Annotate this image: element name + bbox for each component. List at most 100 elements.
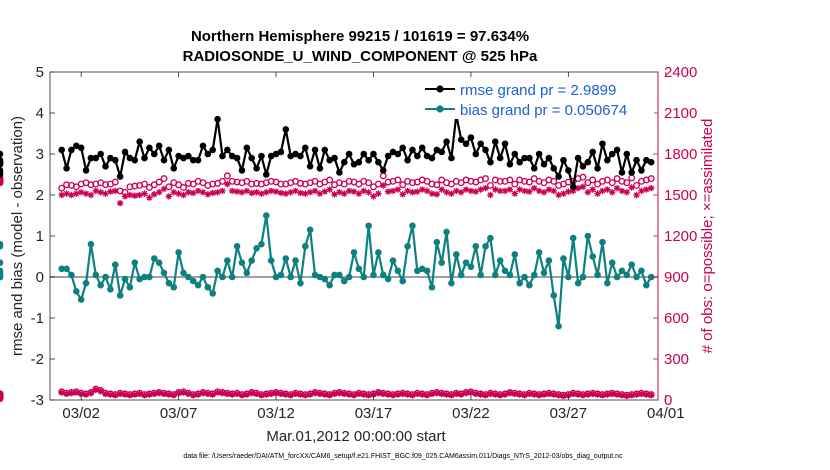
obs-assimilated-asterisk-marker bbox=[116, 200, 124, 207]
obs-lower-assimilated-asterisk-marker bbox=[287, 392, 294, 399]
y-right-tick-label: 2100 bbox=[664, 105, 697, 122]
obs-assimilated-asterisk-marker bbox=[365, 189, 372, 196]
bias-point bbox=[501, 267, 509, 275]
obs-possible-circle-marker bbox=[0, 175, 4, 183]
bias-point bbox=[526, 281, 533, 289]
obs-lower-assimilated-asterisk-marker bbox=[243, 391, 251, 398]
obs-lower-assimilated-asterisk-marker bbox=[306, 391, 314, 398]
obs-possible-circle-marker bbox=[647, 175, 655, 183]
obs-assimilated-asterisk-marker bbox=[487, 191, 494, 199]
obs-possible-circle-marker bbox=[550, 177, 558, 185]
obs-lower-assimilated-asterisk-marker bbox=[141, 392, 148, 399]
legend-rmse-label: rmse grand pr = 2.9899 bbox=[460, 82, 616, 99]
bias-point bbox=[379, 271, 387, 279]
obs-assimilated-asterisk-marker bbox=[589, 186, 596, 193]
bias-point bbox=[599, 238, 606, 246]
obs-lower-possible-circle-marker bbox=[0, 395, 4, 403]
obs-assimilated-asterisk-marker bbox=[92, 187, 99, 195]
bias-point bbox=[472, 242, 480, 250]
obs-assimilated-asterisk-marker bbox=[160, 185, 168, 193]
bias-point bbox=[491, 271, 499, 279]
bias-point bbox=[477, 271, 484, 279]
obs-lower-assimilated-asterisk-marker bbox=[638, 390, 645, 398]
rmse-point bbox=[336, 169, 343, 176]
rmse-point bbox=[150, 150, 158, 158]
obs-lower-assimilated-asterisk-marker bbox=[272, 389, 280, 397]
rmse-point bbox=[482, 146, 489, 154]
rmse-point bbox=[618, 169, 626, 176]
obs-lower-assimilated-asterisk-marker bbox=[194, 391, 202, 398]
obs-possible-circle-marker bbox=[511, 180, 519, 188]
x-tick-label: 03/07 bbox=[160, 405, 198, 422]
rmse-point bbox=[321, 146, 329, 154]
obs-assimilated-asterisk-marker bbox=[248, 189, 255, 197]
bias-point bbox=[306, 226, 314, 234]
obs-possible-circle-marker bbox=[399, 181, 407, 189]
y-tick-label: 3 bbox=[36, 146, 44, 163]
rmse-point bbox=[345, 150, 353, 158]
obs-assimilated-asterisk-marker bbox=[87, 191, 95, 199]
bias-point bbox=[77, 296, 85, 303]
rmse-point bbox=[394, 150, 402, 158]
obs-assimilated-asterisk-marker bbox=[243, 187, 251, 195]
obs-assimilated-asterisk-marker bbox=[428, 190, 436, 197]
obs-possible-circle-marker bbox=[345, 177, 353, 185]
obs-lower-assimilated-asterisk-marker bbox=[477, 391, 484, 398]
obs-lower-assimilated-asterisk-marker bbox=[394, 391, 402, 398]
obs-assimilated-asterisk-marker bbox=[350, 188, 358, 195]
x-tick-label: 03/12 bbox=[257, 405, 295, 422]
rmse-point bbox=[155, 142, 163, 150]
x-tick-label: 03/17 bbox=[355, 405, 393, 422]
obs-assimilated-asterisk-marker bbox=[170, 189, 177, 196]
bias-point bbox=[160, 269, 168, 277]
bias-point bbox=[433, 238, 441, 246]
obs-lower-assimilated-asterisk-marker bbox=[516, 391, 523, 398]
obs-lower-assimilated-asterisk-marker bbox=[267, 390, 275, 398]
bias-point bbox=[360, 273, 368, 281]
bias-point bbox=[365, 222, 372, 230]
obs-possible-circle-marker bbox=[496, 177, 504, 185]
rmse-point bbox=[63, 165, 70, 172]
obs-lower-assimilated-asterisk-marker bbox=[112, 392, 119, 399]
obs-lower-assimilated-asterisk-marker bbox=[233, 390, 241, 398]
obs-lower-assimilated-asterisk-marker bbox=[345, 391, 353, 398]
obs-lower-assimilated-asterisk-marker bbox=[643, 391, 650, 398]
bias-point bbox=[102, 273, 109, 281]
obs-possible-circle-marker bbox=[482, 175, 489, 183]
obs-possible-circle-marker bbox=[521, 177, 528, 185]
obs-lower-assimilated-asterisk-marker bbox=[190, 392, 197, 399]
obs-possible-circle-marker bbox=[248, 180, 256, 188]
obs-assimilated-asterisk-marker bbox=[297, 189, 304, 197]
obs-lower-assimilated-asterisk-marker bbox=[131, 391, 138, 398]
rmse-point bbox=[462, 140, 470, 148]
obs-lower-assimilated-asterisk-marker bbox=[399, 390, 406, 398]
obs-assimilated-asterisk-marker bbox=[292, 187, 299, 195]
obs-assimilated-asterisk-marker bbox=[647, 184, 655, 192]
obs-assimilated-asterisk-marker bbox=[272, 188, 280, 195]
obs-possible-circle-marker bbox=[209, 180, 217, 188]
obs-lower-assimilated-asterisk-marker bbox=[302, 392, 309, 399]
obs-assimilated-asterisk-marker bbox=[457, 189, 465, 196]
bias-point bbox=[638, 267, 645, 275]
obs-assimilated-asterisk-marker bbox=[219, 187, 226, 195]
legend-bias-marker bbox=[436, 105, 444, 113]
obs-possible-circle-marker bbox=[141, 180, 148, 188]
bias-point bbox=[189, 277, 197, 285]
obs-lower-assimilated-asterisk-marker bbox=[199, 389, 207, 397]
obs-lower-assimilated-asterisk-marker bbox=[423, 392, 431, 399]
obs-lower-assimilated-asterisk-marker bbox=[355, 390, 363, 398]
obs-assimilated-asterisk-marker bbox=[448, 190, 455, 197]
rmse-point bbox=[477, 140, 484, 148]
obs-lower-assimilated-asterisk-marker bbox=[350, 392, 358, 399]
obs-possible-circle-marker bbox=[277, 180, 285, 188]
bias-point bbox=[0, 259, 4, 266]
bias-point bbox=[511, 251, 519, 258]
obs-assimilated-asterisk-marker bbox=[555, 191, 562, 199]
obs-lower-assimilated-asterisk-marker bbox=[535, 392, 543, 399]
obs-assimilated-asterisk-marker bbox=[511, 190, 518, 197]
obs-lower-assimilated-asterisk-marker bbox=[160, 390, 168, 398]
bias-point bbox=[243, 269, 251, 277]
y-right-tick-label: 0 bbox=[664, 392, 672, 409]
rmse-point bbox=[97, 150, 104, 158]
